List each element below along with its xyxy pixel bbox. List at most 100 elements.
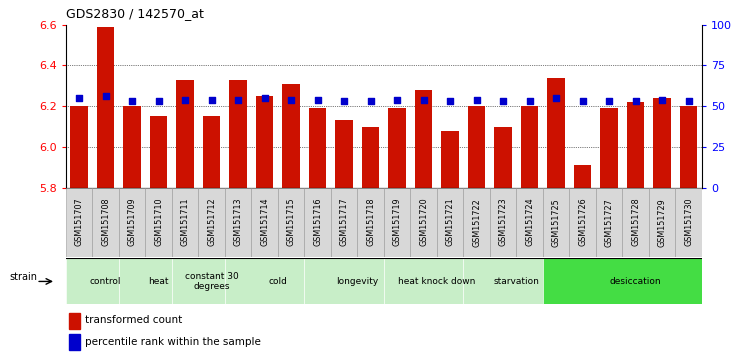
- Bar: [304, 188, 330, 257]
- Text: GSM151722: GSM151722: [472, 198, 481, 246]
- Bar: [176, 80, 194, 188]
- Bar: [66, 258, 118, 304]
- Bar: [172, 258, 225, 304]
- Text: GSM151725: GSM151725: [551, 198, 561, 246]
- Point: [550, 95, 562, 101]
- Point: [471, 97, 482, 103]
- Bar: [362, 127, 379, 188]
- Bar: [304, 258, 384, 304]
- Point: [232, 97, 244, 103]
- Bar: [490, 188, 516, 257]
- Bar: [654, 98, 670, 188]
- Bar: [542, 258, 702, 304]
- Bar: [97, 27, 114, 188]
- Bar: [521, 106, 538, 188]
- Bar: [463, 188, 490, 257]
- Bar: [463, 258, 542, 304]
- Text: GSM151724: GSM151724: [525, 198, 534, 246]
- Text: GSM151715: GSM151715: [287, 198, 295, 246]
- Text: GSM151717: GSM151717: [339, 198, 349, 246]
- Text: desiccation: desiccation: [610, 277, 662, 286]
- Text: GSM151729: GSM151729: [657, 198, 667, 246]
- Point: [523, 98, 535, 104]
- Text: transformed count: transformed count: [85, 315, 182, 325]
- Text: GDS2830 / 142570_at: GDS2830 / 142570_at: [66, 7, 204, 20]
- Point: [603, 98, 615, 104]
- Point: [417, 97, 429, 103]
- Bar: [282, 84, 300, 188]
- Point: [126, 98, 138, 104]
- Bar: [70, 106, 88, 188]
- Point: [285, 97, 297, 103]
- Bar: [198, 188, 225, 257]
- Bar: [145, 188, 172, 257]
- Text: GSM151720: GSM151720: [419, 198, 428, 246]
- Text: GSM151707: GSM151707: [75, 198, 83, 246]
- Bar: [69, 334, 80, 350]
- Bar: [150, 116, 167, 188]
- Text: heat: heat: [148, 277, 169, 286]
- Text: control: control: [90, 277, 121, 286]
- Bar: [675, 188, 702, 257]
- Bar: [69, 313, 80, 329]
- Bar: [309, 108, 326, 188]
- Bar: [648, 188, 675, 257]
- Point: [629, 98, 641, 104]
- Bar: [596, 188, 622, 257]
- Bar: [542, 188, 569, 257]
- Bar: [384, 188, 410, 257]
- Point: [338, 98, 350, 104]
- Bar: [384, 258, 463, 304]
- Text: percentile rank within the sample: percentile rank within the sample: [85, 337, 261, 348]
- Bar: [230, 80, 246, 188]
- Bar: [415, 90, 432, 188]
- Point: [683, 98, 694, 104]
- Bar: [124, 106, 140, 188]
- Bar: [251, 188, 278, 257]
- Bar: [410, 188, 437, 257]
- Point: [73, 95, 85, 101]
- Text: GSM151718: GSM151718: [366, 198, 375, 246]
- Text: GSM151709: GSM151709: [127, 198, 137, 246]
- Text: starvation: starvation: [493, 277, 539, 286]
- Point: [179, 97, 191, 103]
- Bar: [225, 188, 251, 257]
- Bar: [118, 258, 172, 304]
- Text: GSM151714: GSM151714: [260, 198, 269, 246]
- Point: [391, 97, 403, 103]
- Bar: [494, 127, 512, 188]
- Bar: [118, 188, 145, 257]
- Bar: [680, 106, 697, 188]
- Text: GSM151730: GSM151730: [684, 198, 693, 246]
- Text: GSM151728: GSM151728: [631, 198, 640, 246]
- Bar: [574, 165, 591, 188]
- Text: constant 30
degrees: constant 30 degrees: [185, 272, 238, 291]
- Point: [497, 98, 509, 104]
- Bar: [336, 120, 352, 188]
- Bar: [516, 188, 542, 257]
- Point: [577, 98, 588, 104]
- Bar: [437, 188, 463, 257]
- Bar: [92, 188, 118, 257]
- Text: GSM151721: GSM151721: [445, 198, 455, 246]
- Bar: [622, 188, 648, 257]
- Point: [153, 98, 164, 104]
- Text: cold: cold: [268, 277, 287, 286]
- Bar: [627, 102, 644, 188]
- Point: [444, 98, 456, 104]
- Point: [259, 95, 270, 101]
- Point: [656, 97, 668, 103]
- Bar: [330, 188, 357, 257]
- Point: [205, 97, 217, 103]
- Bar: [172, 188, 198, 257]
- Point: [365, 98, 376, 104]
- Point: [99, 93, 111, 99]
- Text: strain: strain: [10, 272, 38, 282]
- Text: GSM151716: GSM151716: [313, 198, 322, 246]
- Bar: [256, 96, 273, 188]
- Point: [311, 97, 323, 103]
- Text: GSM151710: GSM151710: [154, 198, 163, 246]
- Text: GSM151712: GSM151712: [207, 198, 216, 246]
- Text: GSM151727: GSM151727: [605, 198, 613, 246]
- Bar: [357, 188, 384, 257]
